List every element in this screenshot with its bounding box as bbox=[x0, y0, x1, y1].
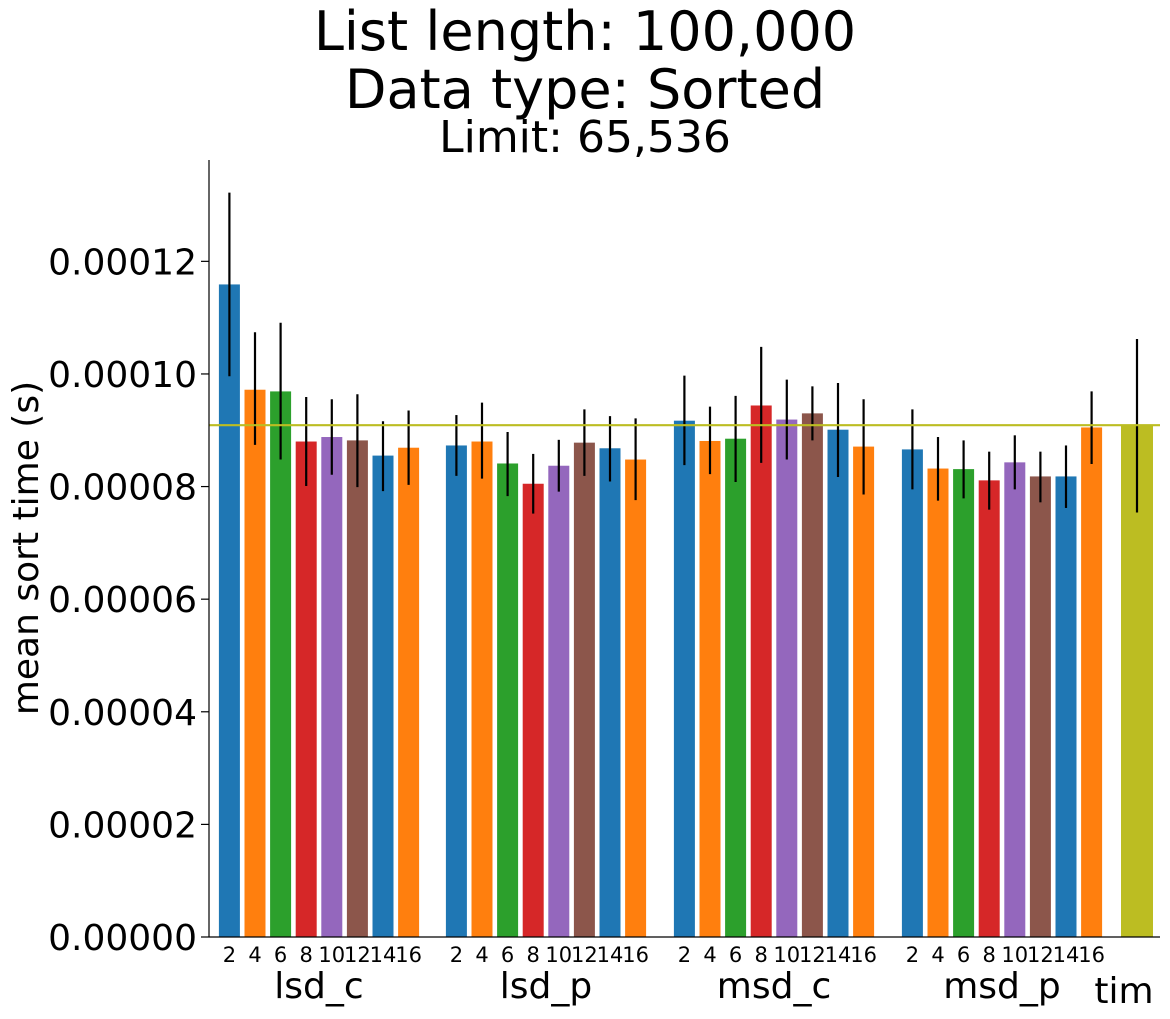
axes bbox=[208, 160, 1160, 938]
bar-lsd_p-6 bbox=[497, 463, 519, 937]
x-tick-label: 16 bbox=[1078, 943, 1105, 967]
x-tick-label: 12 bbox=[344, 943, 371, 967]
x-tick-label: 14 bbox=[825, 943, 852, 967]
x-tick-label: 14 bbox=[370, 943, 397, 967]
bar-msd_p-14 bbox=[1055, 476, 1077, 937]
bar-msd_p-12 bbox=[1029, 476, 1051, 937]
bars bbox=[218, 284, 1153, 938]
x-tick-label: 12 bbox=[1027, 943, 1054, 967]
bar-msd_c-14 bbox=[827, 429, 849, 937]
x-tick-label: 8 bbox=[300, 943, 313, 967]
y-axis-label: mean sort time (s) bbox=[6, 381, 47, 715]
bar-msd_p-8 bbox=[978, 480, 1000, 937]
y-tick-label: 0.00012 bbox=[48, 242, 197, 283]
y-tick-label: 0.00000 bbox=[48, 918, 197, 959]
x-tick-label: 8 bbox=[527, 943, 540, 967]
x-tick-label: 6 bbox=[274, 943, 287, 967]
x-tick-label: 6 bbox=[957, 943, 970, 967]
group-label-msd_p: msd_p bbox=[943, 966, 1061, 1007]
bar-msd_c-10 bbox=[776, 419, 798, 937]
bar-lsd_c-8 bbox=[295, 441, 317, 937]
bar-msd_p-2 bbox=[901, 449, 923, 937]
group-label-tim: tim bbox=[1094, 971, 1153, 1012]
x-tick-label: 10 bbox=[1001, 943, 1028, 967]
group-label-msd_c: msd_c bbox=[717, 966, 831, 1007]
x-tick-label: 14 bbox=[597, 943, 624, 967]
x-tick-label: 6 bbox=[729, 943, 742, 967]
x-tick-label: 10 bbox=[318, 943, 345, 967]
x-tick-label: 10 bbox=[545, 943, 572, 967]
bar-msd_c-12 bbox=[801, 413, 823, 937]
x-tick-label: 2 bbox=[678, 943, 691, 967]
x-tick-label: 12 bbox=[571, 943, 598, 967]
y-tick-label: 0.00010 bbox=[48, 355, 197, 396]
bar-msd_p-10 bbox=[1004, 462, 1026, 937]
x-tick-label: 4 bbox=[703, 943, 716, 967]
title-line-2: Data type: Sorted bbox=[345, 58, 825, 121]
bar-msd_c-4 bbox=[699, 440, 721, 937]
bar-lsd_c-14 bbox=[372, 455, 394, 937]
x-tick-label: 6 bbox=[501, 943, 514, 967]
bar-msd_c-2 bbox=[673, 420, 695, 938]
bar-lsd_p-14 bbox=[599, 448, 621, 937]
x-tick-label: 4 bbox=[931, 943, 944, 967]
bar-msd_c-6 bbox=[725, 438, 747, 937]
x-tick-label: 16 bbox=[850, 943, 877, 967]
y-axis-ticks: 0.00000 0.00002 0.00004 0.00006 0.00008 0.000… bbox=[48, 242, 209, 959]
group-label-lsd_p: lsd_p bbox=[500, 966, 592, 1007]
bar-msd_c-16 bbox=[853, 446, 875, 937]
x-tick-label: 4 bbox=[475, 943, 488, 967]
bar-lsd_c-12 bbox=[346, 440, 368, 937]
x-tick-label: 10 bbox=[773, 943, 800, 967]
bar-msd_p-4 bbox=[927, 468, 949, 937]
bar-lsd_p-12 bbox=[573, 442, 595, 937]
bar-msd_p-16 bbox=[1081, 427, 1103, 937]
bar-lsd_c-4 bbox=[244, 389, 266, 937]
x-tick-label: 2 bbox=[906, 943, 919, 967]
bar-lsd_p-2 bbox=[445, 445, 467, 937]
bar-lsd_c-2 bbox=[218, 284, 240, 937]
bar-lsd_p-10 bbox=[548, 465, 570, 937]
bar-lsd_p-16 bbox=[625, 459, 647, 937]
bar-msd_p-6 bbox=[953, 469, 975, 937]
x-tick-label: 14 bbox=[1053, 943, 1080, 967]
y-tick-label: 0.00006 bbox=[48, 580, 197, 621]
chart-title: List length: 100,000 Data type: Sorted L… bbox=[314, 0, 856, 163]
bar-lsd_c-16 bbox=[398, 447, 420, 937]
bar-lsd_c-6 bbox=[270, 391, 292, 937]
y-tick-label: 0.00002 bbox=[48, 805, 197, 846]
x-tick-label: 8 bbox=[755, 943, 768, 967]
x-tick-label: 4 bbox=[248, 943, 261, 967]
bar-msd_c-8 bbox=[750, 405, 772, 938]
bar-lsd_c-10 bbox=[321, 437, 343, 937]
error-bars bbox=[228, 192, 1139, 514]
bar-lsd_p-8 bbox=[522, 483, 544, 937]
title-line-3: Limit: 65,536 bbox=[439, 112, 731, 163]
x-tick-label: 16 bbox=[395, 943, 422, 967]
x-tick-label: 12 bbox=[799, 943, 826, 967]
y-tick-label: 0.00004 bbox=[48, 693, 197, 734]
bar-lsd_p-4 bbox=[471, 441, 493, 937]
title-line-1: List length: 100,000 bbox=[314, 0, 856, 63]
x-tick-label: 2 bbox=[223, 943, 236, 967]
group-label-lsd_c: lsd_c bbox=[274, 966, 363, 1007]
x-tick-label: 16 bbox=[622, 943, 649, 967]
y-tick-label: 0.00008 bbox=[48, 468, 197, 509]
x-tick-label: 2 bbox=[450, 943, 463, 967]
x-tick-label: 8 bbox=[983, 943, 996, 967]
